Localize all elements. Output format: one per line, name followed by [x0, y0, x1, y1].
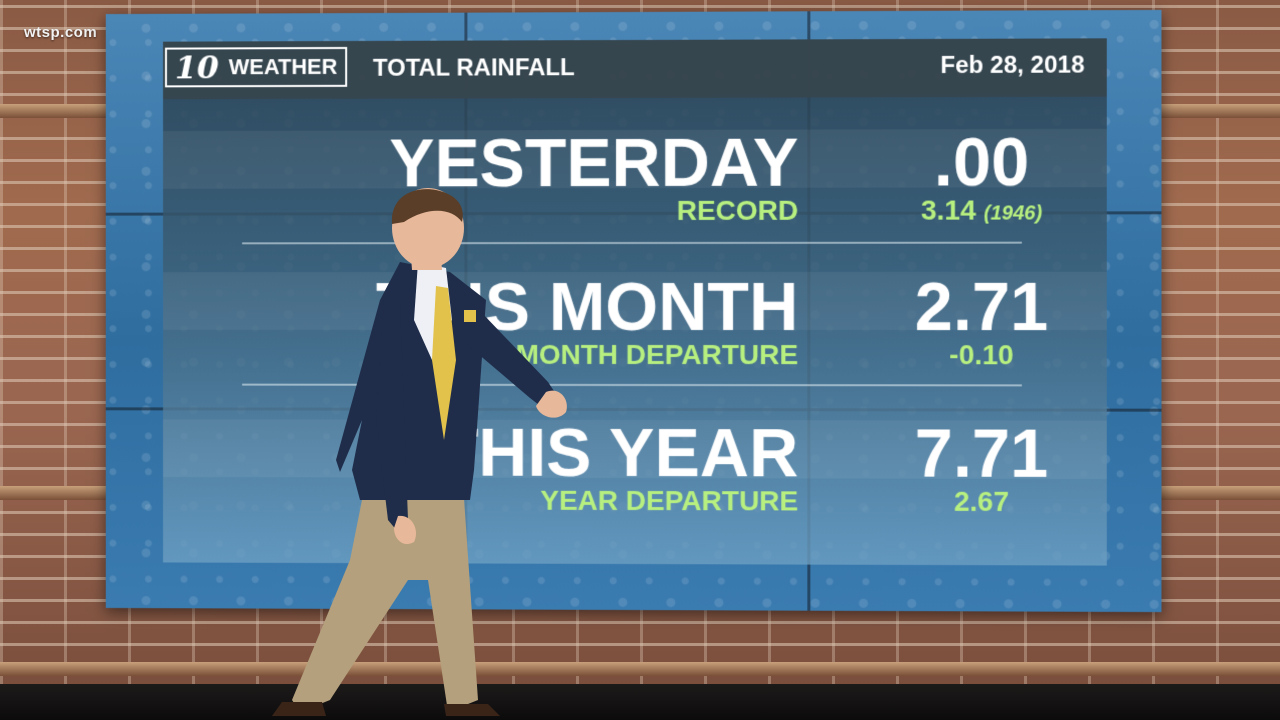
station-logo: 10 WEATHER: [165, 47, 347, 87]
record-label: RECORD: [677, 196, 799, 226]
graphic-date: Feb 28, 2018: [940, 51, 1084, 80]
record-value: 3.14 (1946): [881, 195, 1083, 228]
graphic-title: TOTAL RAINFALL: [373, 54, 575, 83]
year-departure-value: 2.67: [881, 487, 1083, 518]
row-separator-2: [242, 384, 1022, 387]
month-departure-label: MONTH DEPARTURE: [516, 340, 799, 370]
video-wall: 10 WEATHER TOTAL RAINFALL Feb 28, 2018 Y…: [106, 10, 1162, 612]
this-year-label: THIS YEAR: [437, 418, 798, 489]
record-year: (1946): [984, 202, 1042, 224]
yesterday-label: YESTERDAY: [389, 128, 798, 199]
this-year-value: 7.71: [881, 418, 1083, 489]
yesterday-value: .00: [881, 127, 1083, 198]
wall-ledge-floor: [0, 662, 1280, 676]
record-amount: 3.14: [921, 194, 976, 225]
logo-word: WEATHER: [227, 54, 345, 80]
month-departure-value: -0.10: [881, 340, 1083, 370]
this-month-value: 2.71: [881, 272, 1083, 342]
logo-number: 10: [167, 50, 227, 84]
row-separator-1: [242, 242, 1022, 245]
station-watermark: wtsp.com: [24, 24, 97, 41]
graphic-header: 10 WEATHER TOTAL RAINFALL Feb 28, 2018: [163, 38, 1107, 99]
rainfall-graphic: 10 WEATHER TOTAL RAINFALL Feb 28, 2018 Y…: [163, 38, 1107, 565]
this-month-label: THIS MONTH: [376, 272, 798, 342]
year-departure-label: YEAR DEPARTURE: [540, 486, 798, 517]
studio-floor: [0, 684, 1280, 720]
